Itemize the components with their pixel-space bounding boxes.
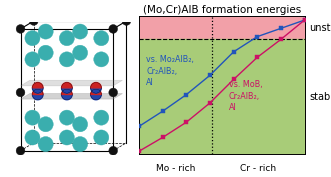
Circle shape bbox=[94, 110, 109, 125]
Circle shape bbox=[109, 88, 118, 97]
Circle shape bbox=[94, 130, 109, 145]
Circle shape bbox=[122, 17, 131, 25]
Circle shape bbox=[59, 130, 74, 145]
Circle shape bbox=[109, 146, 118, 155]
Circle shape bbox=[109, 25, 118, 33]
Text: unstable: unstable bbox=[309, 23, 331, 33]
Polygon shape bbox=[62, 82, 72, 88]
Circle shape bbox=[38, 45, 53, 60]
Circle shape bbox=[38, 117, 53, 132]
Circle shape bbox=[25, 130, 40, 145]
Text: stable: stable bbox=[309, 92, 331, 102]
Circle shape bbox=[94, 31, 109, 46]
Polygon shape bbox=[62, 89, 72, 95]
Polygon shape bbox=[21, 80, 122, 86]
Circle shape bbox=[59, 31, 74, 46]
Text: Mo - rich: Mo - rich bbox=[156, 164, 195, 173]
Polygon shape bbox=[32, 82, 43, 88]
Circle shape bbox=[38, 137, 53, 152]
Text: Cr - rich: Cr - rich bbox=[240, 164, 276, 173]
Circle shape bbox=[16, 146, 25, 155]
Circle shape bbox=[29, 17, 38, 25]
Polygon shape bbox=[21, 93, 122, 99]
Circle shape bbox=[16, 88, 25, 97]
Circle shape bbox=[59, 110, 74, 125]
Text: (Mo,Cr)AlB formation energies: (Mo,Cr)AlB formation energies bbox=[143, 5, 301, 15]
Polygon shape bbox=[32, 89, 43, 95]
Circle shape bbox=[72, 24, 88, 39]
Circle shape bbox=[72, 117, 88, 132]
Circle shape bbox=[72, 137, 88, 152]
Circle shape bbox=[63, 88, 71, 97]
Polygon shape bbox=[62, 88, 72, 93]
Polygon shape bbox=[62, 95, 72, 100]
Circle shape bbox=[25, 31, 40, 46]
Polygon shape bbox=[91, 82, 101, 88]
Circle shape bbox=[25, 110, 40, 125]
Circle shape bbox=[72, 45, 88, 60]
Polygon shape bbox=[32, 95, 43, 100]
Polygon shape bbox=[91, 89, 101, 95]
Circle shape bbox=[94, 52, 109, 67]
Text: vs. Mo₂AlB₂,
Cr₂AlB₂,
Al: vs. Mo₂AlB₂, Cr₂AlB₂, Al bbox=[146, 55, 194, 87]
Circle shape bbox=[38, 24, 53, 39]
Circle shape bbox=[59, 52, 74, 67]
Circle shape bbox=[16, 25, 25, 33]
Polygon shape bbox=[91, 95, 101, 100]
Polygon shape bbox=[32, 88, 43, 93]
Polygon shape bbox=[91, 88, 101, 93]
Circle shape bbox=[25, 52, 40, 67]
Text: vs. MoB,
Cr₂AlB₂,
Al: vs. MoB, Cr₂AlB₂, Al bbox=[229, 80, 262, 112]
